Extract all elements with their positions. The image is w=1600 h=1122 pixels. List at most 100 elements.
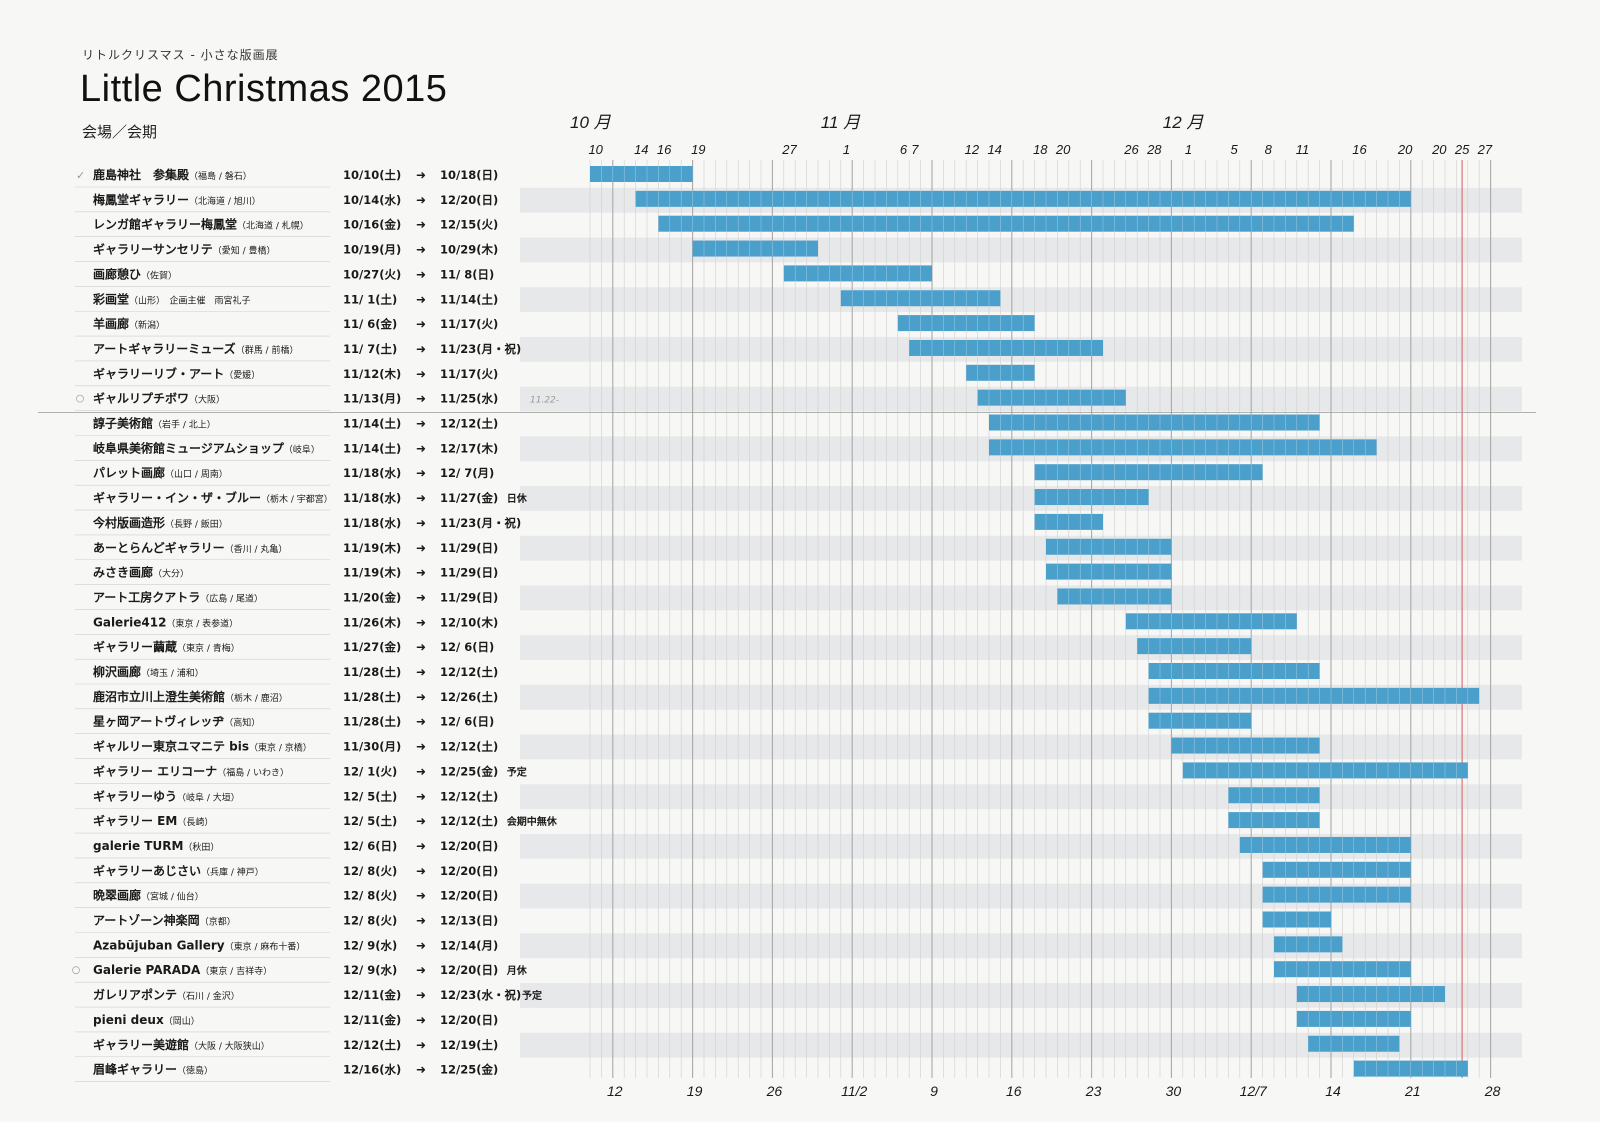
date-arrow-icon: ➜ [416, 243, 426, 257]
date-arrow-icon: ➜ [416, 466, 426, 480]
start-date: 11/ 6(金) [343, 317, 397, 331]
end-date: 12/12(土) [440, 789, 498, 803]
period-bar [1262, 886, 1411, 903]
top-tick-label: 12 [965, 142, 980, 157]
venue-name: ギャルリプチボワ（大阪） [93, 391, 225, 406]
venue-name-text: Galerie412 [93, 615, 166, 629]
date-arrow-icon: ➜ [416, 267, 426, 281]
bottom-tick-label: 30 [1166, 1083, 1182, 1099]
check-mark-icon: ✓ [76, 169, 85, 182]
end-date: 12/12(土) [440, 665, 498, 679]
period-note: 日休 [507, 492, 528, 505]
venue-name: ギャラリー エリコーナ（福島 / いわき） [93, 763, 289, 778]
start-date: 11/28(土) [343, 690, 401, 704]
date-arrow-icon: ➜ [416, 690, 426, 704]
month-label: 10 月 [570, 113, 612, 132]
bottom-tick-label: 28 [1484, 1083, 1501, 1099]
venue-name: 柳沢画廊（埼玉 / 浦和） [93, 664, 204, 679]
period-bar [1046, 563, 1172, 580]
end-date: 12/19(土) [440, 1038, 498, 1052]
start-date: 11/20(金) [343, 590, 401, 604]
end-date: 12/20(日) [440, 193, 498, 207]
venue-name: 諄子美術館（岩手 / 北上） [93, 416, 216, 431]
top-tick-label: 20 [1055, 142, 1071, 157]
end-date: 11/23(月・祝) [440, 342, 521, 356]
date-arrow-icon: ➜ [416, 590, 426, 604]
venue-name-text: ギャラリー エリコーナ [93, 763, 217, 778]
month-label: 11 月 [821, 113, 861, 132]
date-arrow-icon: ➜ [416, 317, 426, 331]
end-date: 11/ 8(日) [440, 267, 494, 281]
top-tick-label: 26 [1123, 142, 1139, 157]
venue-name: galerie TURM（秋田） [93, 839, 219, 853]
start-date: 12/ 5(土) [343, 814, 397, 828]
end-date: 11/23(月・祝) [440, 516, 521, 530]
venue-name-text: 鹿沼市立川上澄生美術館 [93, 689, 225, 704]
end-date: 12/15(火) [440, 218, 498, 232]
start-date: 11/18(水) [343, 516, 401, 530]
venue-name-text: 諄子美術館 [93, 416, 153, 431]
month-label: 12 月 [1163, 113, 1205, 132]
period-note: 月休 [506, 964, 528, 977]
venue-name: みさき画廊（大分） [93, 565, 189, 580]
date-arrow-icon: ➜ [416, 367, 426, 381]
poster-title: Little Christmas 2015 [80, 68, 448, 110]
venue-name: ギャラリーリブ・アート（愛媛） [93, 366, 260, 381]
end-date: 12/20(日) [440, 864, 498, 878]
bottom-tick-label: 11/2 [841, 1083, 867, 1099]
venue-name: Azabūjuban Gallery（東京 / 麻布十番） [93, 938, 305, 952]
start-date: 11/18(水) [343, 491, 401, 505]
venue-region: （大阪） [189, 394, 225, 406]
start-date: 10/19(月) [343, 243, 401, 257]
end-date: 12/20(日) [440, 839, 498, 853]
start-date: 12/ 9(水) [343, 938, 397, 952]
end-date: 11/29(日) [440, 541, 498, 555]
venue-region: （東京 / 青梅） [177, 642, 240, 654]
top-tick-label: 14 [987, 142, 1001, 157]
start-date: 11/19(木) [343, 541, 401, 555]
top-tick-label: 1 [1185, 142, 1192, 157]
venue-name-text: 岐阜県美術館ミュージアムショップ [93, 440, 285, 455]
venue-region: （香川 / 丸亀） [225, 543, 288, 555]
venue-name: ギャラリーゆう（岐阜 / 大垣） [93, 788, 240, 803]
venue-name: 鹿島神社 参集殿（福島 / 磐石） [93, 167, 252, 182]
end-date: 12/25(金) [440, 1063, 498, 1077]
end-date: 12/ 6(日) [440, 640, 494, 654]
venue-region: （広島 / 尾道） [200, 592, 263, 604]
date-arrow-icon: ➜ [416, 168, 426, 182]
venue-name: 今村版画造形（長野 / 飯田） [92, 515, 228, 530]
venue-name: パレット画廊（山口 / 周南） [93, 465, 228, 480]
venue-name-text: pieni deux [93, 1013, 164, 1027]
top-tick-label: 19 [691, 142, 705, 157]
venue-name: Galerie PARADA（東京 / 吉祥寺） [93, 963, 272, 977]
period-bar [1262, 861, 1411, 878]
start-date: 10/10(土) [343, 168, 401, 182]
date-arrow-icon: ➜ [416, 1013, 426, 1027]
date-arrow-icon: ➜ [416, 1063, 426, 1077]
start-date: 12/11(金) [343, 1013, 401, 1027]
top-tick-label: 10 [588, 142, 603, 157]
venue-region: （愛媛） [224, 369, 260, 381]
date-arrow-icon: ➜ [416, 814, 426, 828]
period-bar [1148, 712, 1252, 729]
venue-name: アートゾーン神楽岡（京都） [93, 913, 236, 928]
start-date: 11/14(土) [343, 417, 401, 431]
venue-name-text: みさき画廊 [93, 565, 153, 580]
start-date: 12/ 8(火) [343, 864, 397, 878]
venue-region: （東京 / 麻布十番） [225, 940, 306, 952]
period-bar [989, 414, 1320, 431]
row-stripe [520, 933, 1522, 959]
venue-region: （石川 / 金沢） [177, 990, 240, 1002]
period-bar [1148, 687, 1480, 704]
row-stripe [520, 734, 1522, 760]
row-stripe [520, 784, 1522, 810]
venue-region: （岡山） [164, 1016, 200, 1027]
handwritten-note: 11.22- [530, 396, 559, 406]
end-date: 12/ 6(日) [440, 715, 494, 729]
period-note: 予定 [507, 765, 527, 778]
period-bar [1046, 538, 1172, 555]
venue-region: （新潟） [129, 319, 165, 331]
end-date: 12/20(日) [440, 889, 498, 903]
venue-name: あーとらんどギャラリー（香川 / 丸亀） [93, 540, 287, 555]
